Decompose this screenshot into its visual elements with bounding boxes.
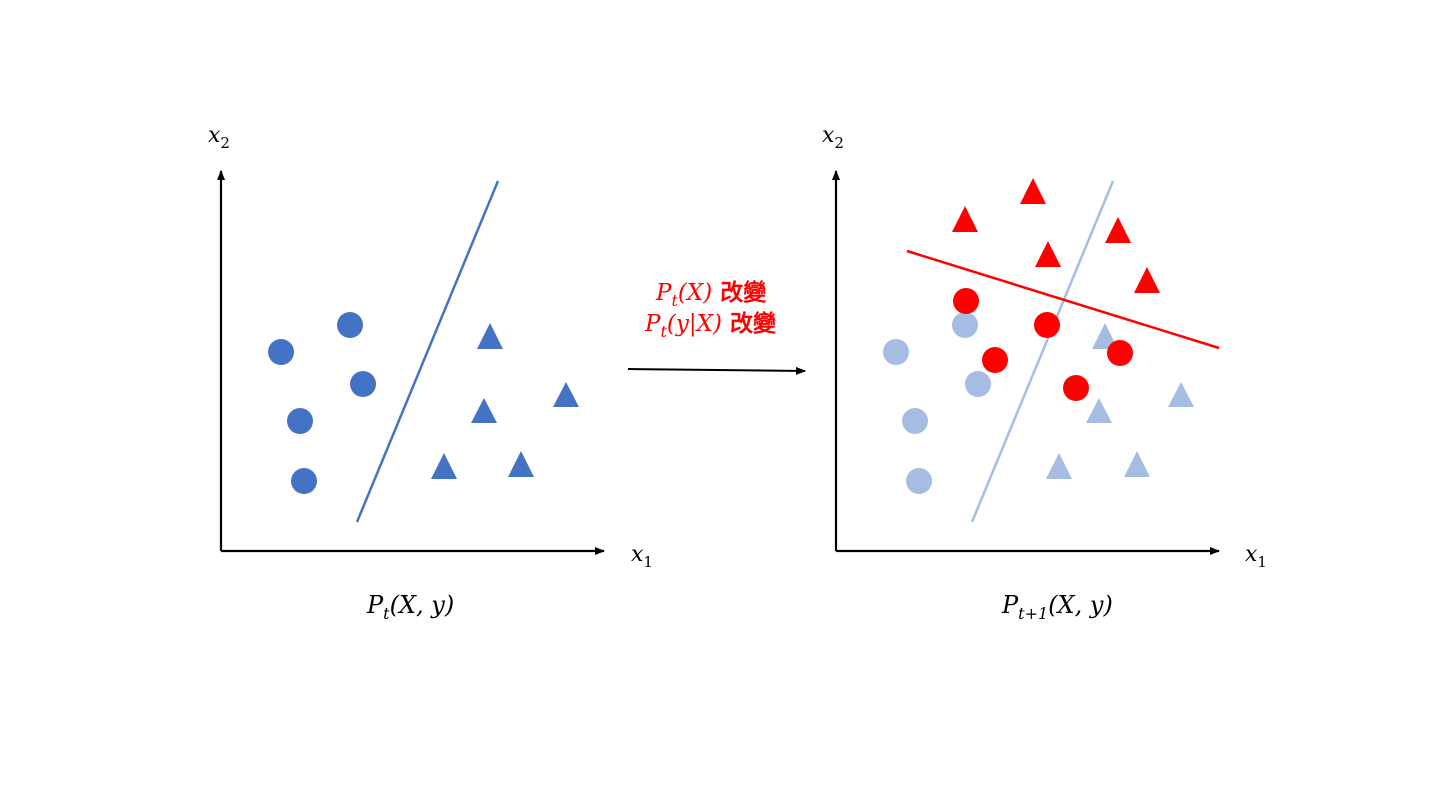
left-triangle-point (431, 453, 457, 479)
left-caption: Pt(X, y) (366, 591, 454, 623)
right-new-triangle-point (1105, 217, 1131, 243)
right-old-triangle-point (1124, 451, 1150, 477)
right-new-triangle-point (1134, 267, 1160, 293)
left-circle-point (287, 408, 313, 434)
right-old-triangle-point (1092, 323, 1118, 349)
right-new-circle-point (953, 288, 979, 314)
right-panel: x2 x1 Pt+1(X, y) (822, 123, 1267, 623)
right-new-circle-point (1107, 340, 1133, 366)
left-x-axis-label: x1 (631, 542, 653, 571)
left-circle-point (350, 371, 376, 397)
left-decision-boundary (355, 180, 500, 523)
transition-line-2: Pt(y|X) 改變 (644, 310, 777, 341)
left-triangle-point (477, 323, 503, 349)
right-x-axis-label: x1 (1245, 542, 1267, 571)
transition-line-1: Pt(X) 改變 (655, 279, 767, 310)
left-circle-point (337, 312, 363, 338)
right-y-axis-label: x2 (822, 123, 844, 152)
right-new-triangle-point (952, 206, 978, 232)
left-triangle-point (508, 451, 534, 477)
right-old-circle-point (906, 468, 932, 494)
right-old-triangle-point (1046, 453, 1072, 479)
right-new-triangle-point (1035, 241, 1061, 267)
transition: Pt(X) 改變 Pt(y|X) 改變 (627, 279, 806, 375)
left-circle-point (291, 468, 317, 494)
right-new-circle-point (982, 347, 1008, 373)
left-panel: x2 x1 Pt(X, y) (208, 123, 653, 623)
right-old-triangle-point (1086, 398, 1112, 423)
right-old-decision-boundary (970, 180, 1115, 523)
right-new-decision-boundary (906, 249, 1220, 350)
right-old-circle-point (952, 312, 978, 338)
right-old-circle-point (965, 371, 991, 397)
right-old-circle-point (902, 408, 928, 434)
right-new-circle-point (1063, 375, 1089, 401)
right-caption: Pt+1(X, y) (1001, 591, 1113, 623)
left-circle-point (268, 339, 294, 365)
right-old-circle-point (883, 339, 909, 365)
left-triangle-point (471, 398, 497, 423)
right-new-circle-point (1034, 312, 1060, 338)
right-new-triangle-point (1020, 178, 1046, 204)
right-old-triangle-point (1168, 382, 1194, 407)
left-triangle-point (553, 382, 579, 407)
transition-arrow (627, 366, 806, 375)
left-y-axis-label: x2 (208, 123, 230, 152)
